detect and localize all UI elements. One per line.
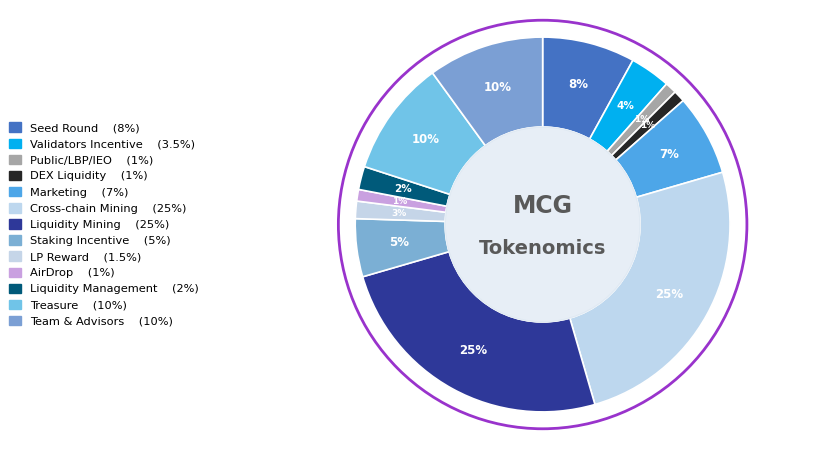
Text: MCG: MCG bbox=[512, 194, 573, 218]
Wedge shape bbox=[432, 37, 543, 145]
Wedge shape bbox=[616, 101, 723, 197]
Wedge shape bbox=[607, 84, 675, 156]
Text: Tokenomics: Tokenomics bbox=[479, 239, 606, 258]
Wedge shape bbox=[362, 252, 595, 412]
Text: 25%: 25% bbox=[655, 287, 683, 300]
Circle shape bbox=[446, 127, 640, 322]
Circle shape bbox=[446, 127, 640, 322]
Wedge shape bbox=[590, 60, 667, 151]
Wedge shape bbox=[365, 73, 486, 194]
Text: 1%: 1% bbox=[634, 115, 649, 124]
Text: 2%: 2% bbox=[394, 184, 412, 194]
Wedge shape bbox=[543, 37, 633, 139]
Text: 4%: 4% bbox=[617, 101, 635, 111]
Text: 5%: 5% bbox=[389, 236, 410, 249]
Text: 1%: 1% bbox=[392, 198, 408, 207]
Text: 10%: 10% bbox=[484, 81, 512, 94]
Wedge shape bbox=[358, 167, 450, 206]
Wedge shape bbox=[357, 189, 447, 212]
Text: 25%: 25% bbox=[459, 344, 487, 357]
Wedge shape bbox=[611, 92, 683, 160]
Text: 1%: 1% bbox=[641, 121, 655, 130]
Wedge shape bbox=[355, 201, 446, 221]
Wedge shape bbox=[570, 172, 730, 405]
Text: 8%: 8% bbox=[569, 78, 588, 91]
Legend: Seed Round    (8%), Validators Incentive    (3.5%), Public/LBP/IEO    (1%), DEX : Seed Round (8%), Validators Incentive (3… bbox=[6, 119, 202, 330]
Text: 3%: 3% bbox=[391, 209, 406, 218]
Text: 7%: 7% bbox=[659, 149, 679, 162]
Text: 10%: 10% bbox=[412, 133, 440, 146]
Wedge shape bbox=[355, 219, 449, 277]
